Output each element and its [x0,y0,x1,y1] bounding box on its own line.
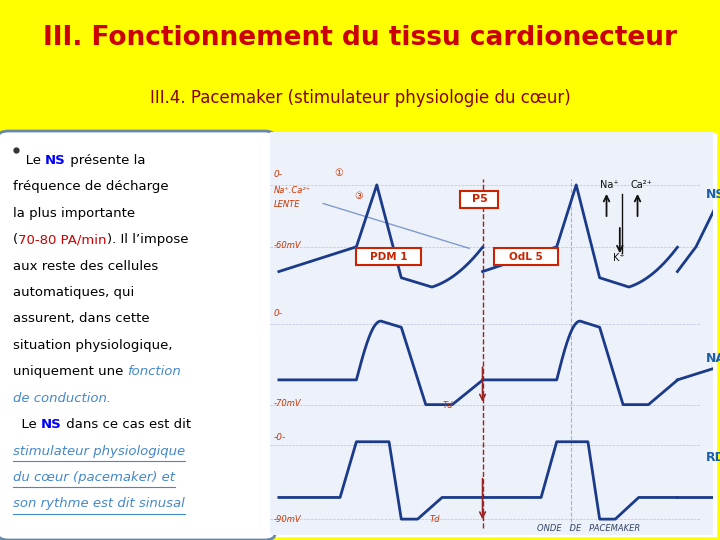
Text: 70-80 PA/min: 70-80 PA/min [18,233,107,246]
Text: Td: Td [429,515,440,524]
FancyBboxPatch shape [0,131,275,540]
Text: situation physiologique,: situation physiologique, [13,339,173,352]
FancyBboxPatch shape [494,248,558,265]
Text: PDM 1: PDM 1 [370,252,408,262]
Text: RDPJ: RDPJ [706,451,720,464]
Text: 0-: 0- [274,309,282,319]
Text: Ca²⁺: Ca²⁺ [631,180,653,190]
Text: ). Il l’impose: ). Il l’impose [107,233,188,246]
Text: automatiques, qui: automatiques, qui [13,286,134,299]
Text: P5: P5 [472,194,487,204]
Text: III.4. Pacemaker (stimulateur physiologie du cœur): III.4. Pacemaker (stimulateur physiologi… [150,89,570,107]
Text: fréquence de décharge: fréquence de décharge [13,180,168,193]
Text: ③: ③ [354,191,363,201]
Text: Le: Le [13,418,41,431]
Text: -0-: -0- [274,433,286,442]
Text: la plus importante: la plus importante [13,207,135,220]
Text: NS: NS [706,188,720,201]
Text: présente la: présente la [66,154,145,167]
Text: -70mV: -70mV [274,399,301,408]
Text: NAV: NAV [706,352,720,365]
Text: -60mV: -60mV [274,241,301,251]
Text: uniquement une: uniquement une [13,365,127,378]
Text: fonction: fonction [127,365,181,378]
Text: Td: Td [443,401,453,410]
Text: dans ce cas est dit: dans ce cas est dit [62,418,191,431]
Text: -90mV: -90mV [274,515,301,524]
Text: 0-: 0- [274,170,282,179]
Text: assurent, dans cette: assurent, dans cette [13,312,150,326]
Text: ONDE   DE   PACEMAKER: ONDE DE PACEMAKER [537,524,641,533]
Text: OdL 5: OdL 5 [509,252,543,262]
Text: (: ( [13,233,18,246]
Text: du cœur (pacemaker) et: du cœur (pacemaker) et [13,471,175,484]
Text: Na⁺: Na⁺ [600,180,618,190]
Text: ①: ① [334,167,343,178]
Bar [270,132,713,535]
Text: NS: NS [45,154,66,167]
FancyBboxPatch shape [460,191,498,208]
Text: aux reste des cellules: aux reste des cellules [13,260,158,273]
Text: III. Fonctionnement du tissu cardionecteur: III. Fonctionnement du tissu cardionecte… [43,25,677,51]
FancyBboxPatch shape [356,248,420,265]
Text: son rythme est dit sinusal: son rythme est dit sinusal [13,497,185,510]
Text: K⁺: K⁺ [613,253,625,263]
Text: Le: Le [13,154,45,167]
Text: Na⁺.Ca²⁺: Na⁺.Ca²⁺ [274,186,310,194]
Text: NS: NS [41,418,62,431]
Text: LENTE: LENTE [274,200,300,208]
Text: stimulateur physiologique: stimulateur physiologique [13,444,185,457]
Text: de conduction.: de conduction. [13,392,111,404]
